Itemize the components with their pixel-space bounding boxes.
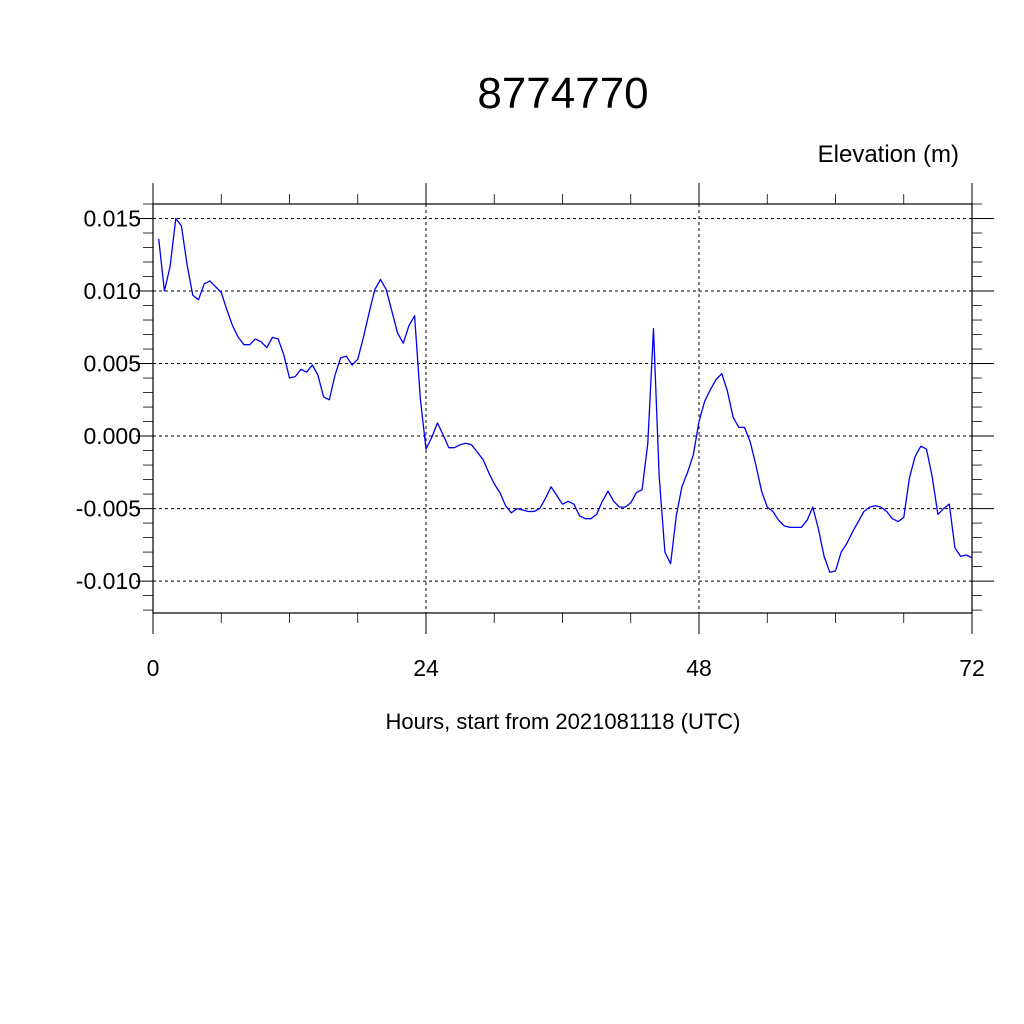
elevation-series-line [158,217,973,574]
x-tick-label: 48 [686,655,712,681]
y-tick-label: 0.000 [83,423,141,449]
y-tick-label: -0.010 [76,568,141,594]
major-ticks [136,183,994,634]
grid-layer [153,204,972,613]
x-tick-label: 0 [147,655,160,681]
y-tick-label: 0.015 [83,206,141,232]
units-label: Elevation (m) [818,141,959,168]
minor-ticks [143,194,982,623]
chart-title: 8774770 [477,69,648,118]
x-tick-label: 24 [413,655,439,681]
y-tick-label: 0.005 [83,351,141,377]
x-axis-label: Hours, start from 2021081118 (UTC) [386,709,741,734]
series-layer [158,217,973,574]
tick-labels: -0.010 -0.005 0.000 0.005 0.010 0.015 0 24 48 72 [76,206,985,681]
plot-frame [152,203,973,614]
y-tick-label: 0.010 [83,278,141,304]
x-tick-label: 72 [959,655,985,681]
y-tick-label: -0.005 [76,496,141,522]
